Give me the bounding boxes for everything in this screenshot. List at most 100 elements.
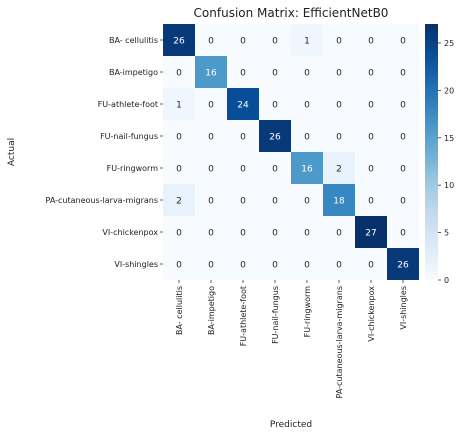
cell-value: 0 [272,165,278,175]
heatmap-cell [227,120,259,152]
heatmap-cell [227,152,259,184]
heatmap-cell [387,152,419,184]
cell-value: 0 [368,69,374,79]
heatmap-cell [291,24,323,56]
cell-value: 0 [208,133,214,143]
heatmap-cells: 26 0 0 0 1 0 0 0 0 16 0 0 0 0 0 0 1 0 24 0 0 0 0 0 0 0 0 26 0 0 0 0 0 0 0 0… [163,24,419,280]
heatmap-cell [387,88,419,120]
cell-value: 0 [304,261,310,271]
cell-value: 0 [336,101,342,111]
row-tick-label: VI-shingles [114,260,158,269]
heatmap-cell [323,120,355,152]
heatmap-cell [323,88,355,120]
heatmap-cell [195,184,227,216]
heatmap-cell [163,56,195,88]
colorbar-tick-label: 10 [444,181,454,190]
cell-value: 0 [240,69,246,79]
heatmap-cell [355,152,387,184]
colorbar-tick-label: 20 [444,86,454,95]
heatmap-cell [323,152,355,184]
cell-value: 0 [336,229,342,239]
cell-value: 0 [272,197,278,207]
heatmap-cell [291,120,323,152]
col-tick-label: VI-shingles [399,286,408,330]
cell-value: 0 [272,229,278,239]
cell-value: 0 [208,101,214,111]
cell-value: 0 [176,133,182,143]
chart-title: Confusion Matrix: EfficientNetB0 [194,6,389,20]
colorbar-tick-label: 15 [444,134,454,143]
row-tick-label: FU-ringworm [107,164,159,173]
row-labels: BA- cellulitis BA-impetigo FU-athlete-foot… [46,36,163,269]
cell-value: 1 [304,37,310,47]
cell-value: 0 [240,229,246,239]
cell-value: 0 [304,69,310,79]
heatmap-cell [291,184,323,216]
heatmap-cell [195,216,227,248]
cell-value: 0 [400,197,406,207]
cell-value: 0 [208,229,214,239]
heatmap-cell [195,248,227,280]
heatmap-cell [355,120,387,152]
heatmap-cell [195,152,227,184]
col-tick-label: BA-impetigo [207,286,216,335]
row-tick-label: BA- cellulitis [109,36,158,45]
heatmap-cell [259,216,291,248]
cell-value: 0 [240,165,246,175]
cell-value: 16 [301,165,313,175]
heatmap-cell [323,216,355,248]
heatmap-cell [163,24,195,56]
row-tick-label: VI-chickenpox [102,228,158,237]
cell-value: 0 [240,197,246,207]
heatmap-cell [227,88,259,120]
cell-value: 1 [176,101,182,111]
cell-value: 0 [304,101,310,111]
heatmap-cell [323,56,355,88]
cell-value: 0 [208,197,214,207]
heatmap-cell [355,248,387,280]
cell-value: 0 [336,261,342,271]
heatmap-cell [163,120,195,152]
heatmap-cell [259,184,291,216]
heatmap-cell [387,24,419,56]
col-tick-label: BA- cellulitis [175,286,184,335]
y-axis-label: Actual [7,138,17,166]
heatmap-cell [291,248,323,280]
col-tick-label: FU-athlete-foot [239,286,248,346]
col-tick-label: VI-chickenpox [367,286,376,342]
row-tick-label: PA-cutaneous-larva-migrans [46,196,158,205]
colorbar [425,24,438,280]
cell-value: 24 [237,101,249,111]
cell-value: 0 [272,69,278,79]
cell-value: 0 [400,133,406,143]
cell-value: 26 [269,133,281,143]
heatmap-cell [227,248,259,280]
heatmap-cell [291,56,323,88]
cell-value: 0 [368,261,374,271]
heatmap-cell [387,120,419,152]
cell-value: 0 [400,101,406,111]
cell-value: 0 [304,197,310,207]
cell-value: 27 [365,229,376,239]
heatmap-cell [163,184,195,216]
heatmap-cell [323,248,355,280]
cell-value: 0 [336,133,342,143]
heatmap-cell [355,216,387,248]
cell-value: 0 [176,261,182,271]
cell-value: 2 [176,197,182,207]
cell-value: 0 [368,133,374,143]
row-tick-label: FU-athlete-foot [98,100,158,109]
col-tick-label: FU-nail-fungus [271,286,280,344]
heatmap-cell [355,24,387,56]
cell-value: 0 [400,229,406,239]
cell-value: 0 [208,165,214,175]
cell-value: 0 [240,261,246,271]
cell-value: 0 [176,69,182,79]
cell-value: 0 [240,37,246,47]
heatmap-cell [195,56,227,88]
heatmap-cell [163,152,195,184]
cell-value: 26 [173,37,185,47]
cell-value: 0 [368,197,374,207]
heatmap-cell [259,24,291,56]
cell-value: 0 [368,101,374,111]
